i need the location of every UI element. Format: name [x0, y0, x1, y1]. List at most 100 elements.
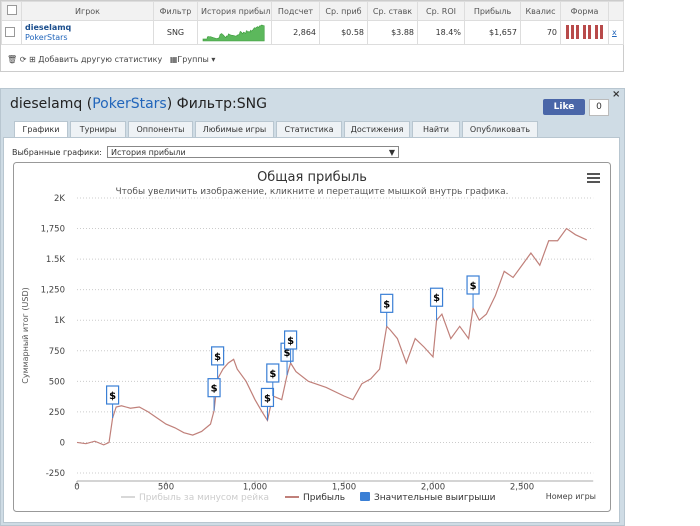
- flag-box: [105, 385, 120, 405]
- groups[interactable]: Группы: [177, 55, 209, 64]
- profit-line: [76, 227, 588, 446]
- filter: SNG: [153, 20, 198, 45]
- flag-label: $: [264, 393, 271, 404]
- big-win-flag[interactable]: $: [380, 293, 394, 327]
- x-tick-label: 2,500: [510, 483, 534, 493]
- chart-subtitle: Чтобы увеличить изображение, кликните и …: [115, 187, 508, 197]
- legend-item[interactable]: Прибыль: [285, 493, 345, 503]
- header[interactable]: Ср. ставк: [367, 1, 418, 21]
- header[interactable]: Ср. ROI: [417, 1, 465, 21]
- checkbox[interactable]: [5, 26, 15, 37]
- big-win-flag[interactable]: $: [260, 387, 275, 421]
- title-part: PokerStars: [92, 96, 167, 112]
- sparkline-area: [202, 24, 265, 41]
- flag-label: $: [109, 391, 116, 402]
- y-tick-label: 1.5K: [46, 255, 66, 265]
- flag-label: $: [284, 348, 291, 359]
- y-tick-label: 1,750: [41, 225, 65, 235]
- chart: Общая прибыль Чтобы увеличить изображение…: [13, 162, 611, 512]
- tab[interactable]: Оппоненты: [128, 121, 193, 137]
- y-tick-label: 0: [60, 438, 65, 448]
- tab[interactable]: Найти: [412, 121, 460, 137]
- tab[interactable]: Турниры: [70, 121, 126, 137]
- y-tick-label: 250: [49, 408, 65, 418]
- flag-box: [284, 330, 298, 350]
- y-tick-label: 2K: [54, 194, 65, 204]
- cell: [1, 1, 22, 21]
- header[interactable]: Игрок: [21, 1, 154, 21]
- toolbar: 🗑 ⟳ ⊞ Добавить другую статистику ▦Группы…: [7, 55, 216, 64]
- chart-title: Общая прибыль: [257, 170, 367, 185]
- header[interactable]: История прибыли: [197, 1, 272, 21]
- big-win-flag[interactable]: $: [105, 385, 120, 418]
- y-tick-label: -250: [46, 469, 65, 479]
- header[interactable]: Прибыль: [464, 1, 521, 21]
- legend-swatch: [360, 492, 370, 501]
- remove[interactable]: x: [608, 20, 624, 45]
- tab[interactable]: Опубликовать: [462, 121, 538, 137]
- site[interactable]: PokerStars: [25, 32, 68, 42]
- cell: [1, 20, 22, 45]
- player[interactable]: dieselamq: [25, 22, 72, 32]
- like-label: Like: [553, 102, 575, 112]
- avg-profit: $0.58: [319, 20, 368, 45]
- x-tick-label: 1,000: [243, 483, 267, 493]
- stats-table-box: Игрок Фильтр История прибыли Подсчет Ср. при…: [0, 0, 624, 72]
- tab[interactable]: Статистика: [276, 121, 342, 137]
- panel-title: dieselamq (PokerStars) Фильтр:SNG: [10, 96, 267, 112]
- tab[interactable]: Любимые игры: [195, 121, 274, 137]
- menu-icon[interactable]: [587, 173, 600, 183]
- flag-label: $: [287, 336, 294, 347]
- x-tick-label: 1,500: [332, 483, 356, 493]
- big-win-flag[interactable]: $: [284, 330, 298, 363]
- flag-box: [207, 378, 221, 398]
- big-win-flag[interactable]: $: [207, 378, 221, 411]
- like-count: 0: [589, 99, 609, 116]
- flag-label: $: [269, 369, 276, 380]
- big-win-flag[interactable]: $: [211, 346, 225, 379]
- x-axis-title: Номер игры: [546, 492, 596, 501]
- y-tick-label: 1,250: [41, 286, 65, 296]
- header[interactable]: Ср. приб: [319, 1, 368, 21]
- header[interactable]: Подсчет: [271, 1, 320, 21]
- sparkline: [202, 24, 265, 41]
- tab[interactable]: Графики: [14, 121, 68, 138]
- flag-label: $: [214, 352, 221, 363]
- close-panel[interactable]: ×: [612, 89, 621, 100]
- flag-box: [266, 363, 280, 383]
- flag-label: $: [470, 281, 477, 292]
- x-tick-label: 500: [158, 483, 174, 493]
- x-tick-label: 0: [74, 483, 79, 493]
- header[interactable]: Форма: [560, 1, 609, 21]
- y-tick-label: 1K: [54, 316, 65, 326]
- header[interactable]: Фильтр: [153, 1, 198, 21]
- like-button[interactable]: Like: [543, 99, 585, 115]
- title-part: (: [86, 96, 93, 112]
- tab[interactable]: Достижения: [344, 121, 410, 137]
- title-part: dieselamq: [10, 96, 87, 112]
- header: [608, 1, 624, 21]
- legend-item[interactable]: Значительные выигрыши: [360, 492, 496, 503]
- big-win-flag[interactable]: $: [466, 275, 480, 308]
- chart-select[interactable]: История прибыли ▼: [107, 146, 399, 158]
- x-tick-label: 2,000: [421, 483, 445, 493]
- profit: $1,657: [464, 20, 521, 45]
- select-label: Выбранные графики:: [12, 148, 102, 157]
- y-tick-label: 750: [49, 347, 65, 357]
- flag-label: $: [211, 384, 218, 395]
- roi: 18.4%: [417, 20, 465, 45]
- big-win-flag[interactable]: $: [266, 363, 280, 396]
- legend-label: Прибыль за минусом рейка: [139, 493, 269, 503]
- flag-box: [260, 387, 275, 408]
- form: [560, 20, 609, 45]
- add-stat[interactable]: Добавить другую статистику: [38, 55, 163, 64]
- flag-box: [380, 293, 394, 313]
- count: 2,864: [271, 20, 320, 45]
- flag-label: $: [433, 293, 440, 304]
- big-win-flag[interactable]: $: [429, 287, 444, 321]
- legend-item[interactable]: Прибыль за минусом рейка: [121, 493, 269, 503]
- chart-frame: [13, 162, 611, 512]
- checkbox[interactable]: [6, 5, 17, 15]
- header[interactable]: Квалис: [520, 1, 561, 21]
